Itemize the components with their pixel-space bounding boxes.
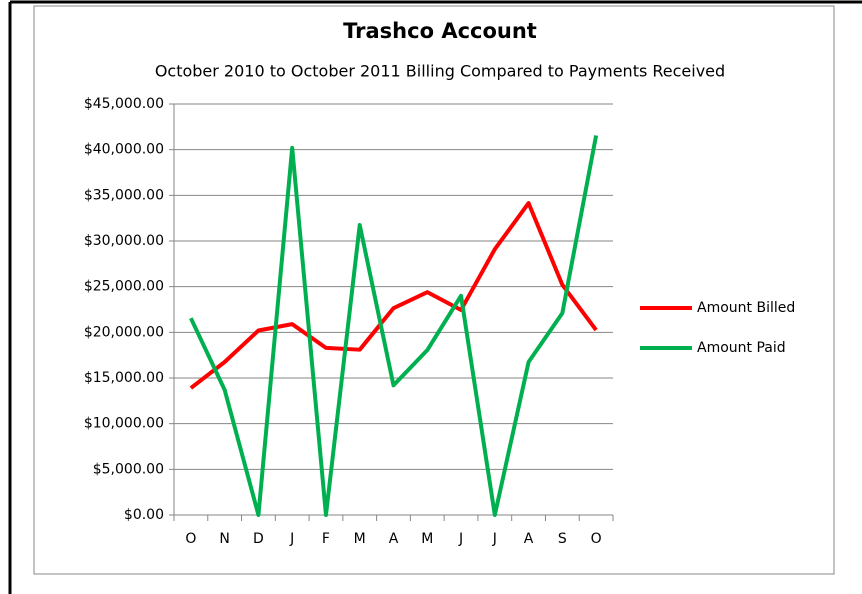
x-tick-label: N <box>219 531 229 547</box>
x-tick-label: M <box>421 531 433 547</box>
series-line <box>189 135 599 517</box>
legend-label: Amount Paid <box>697 340 786 356</box>
x-tick-label: J <box>458 531 463 547</box>
chart-area <box>33 5 835 575</box>
y-tick-label: $45,000.00 <box>84 96 164 112</box>
y-tick-label: $5,000.00 <box>93 461 164 477</box>
y-tick-label: $35,000.00 <box>84 187 164 203</box>
y-tick-label: $20,000.00 <box>84 324 164 340</box>
legend-label: Amount Billed <box>697 300 795 316</box>
x-tick-label: O <box>185 531 196 547</box>
y-tick-label: $0.00 <box>124 507 164 523</box>
x-tick-label: A <box>389 531 399 547</box>
y-tick-label: $15,000.00 <box>84 370 164 386</box>
y-tick-label: $25,000.00 <box>84 279 164 295</box>
chart-subtitle: October 2010 to October 2011 Billing Com… <box>155 62 725 81</box>
y-tick-label: $40,000.00 <box>84 142 164 158</box>
series-line <box>189 201 598 390</box>
x-tick-label: D <box>253 531 264 547</box>
y-tick-label: $30,000.00 <box>84 233 164 249</box>
x-tick-label: J <box>289 531 294 547</box>
x-tick-label: S <box>558 531 567 547</box>
x-tick-label: J <box>492 531 497 547</box>
x-tick-label: F <box>322 531 330 547</box>
x-tick-label: O <box>591 531 602 547</box>
x-tick-label: A <box>524 531 534 547</box>
chart-title: Trashco Account <box>343 19 537 43</box>
y-tick-label: $10,000.00 <box>84 416 164 432</box>
x-tick-label: M <box>354 531 366 547</box>
